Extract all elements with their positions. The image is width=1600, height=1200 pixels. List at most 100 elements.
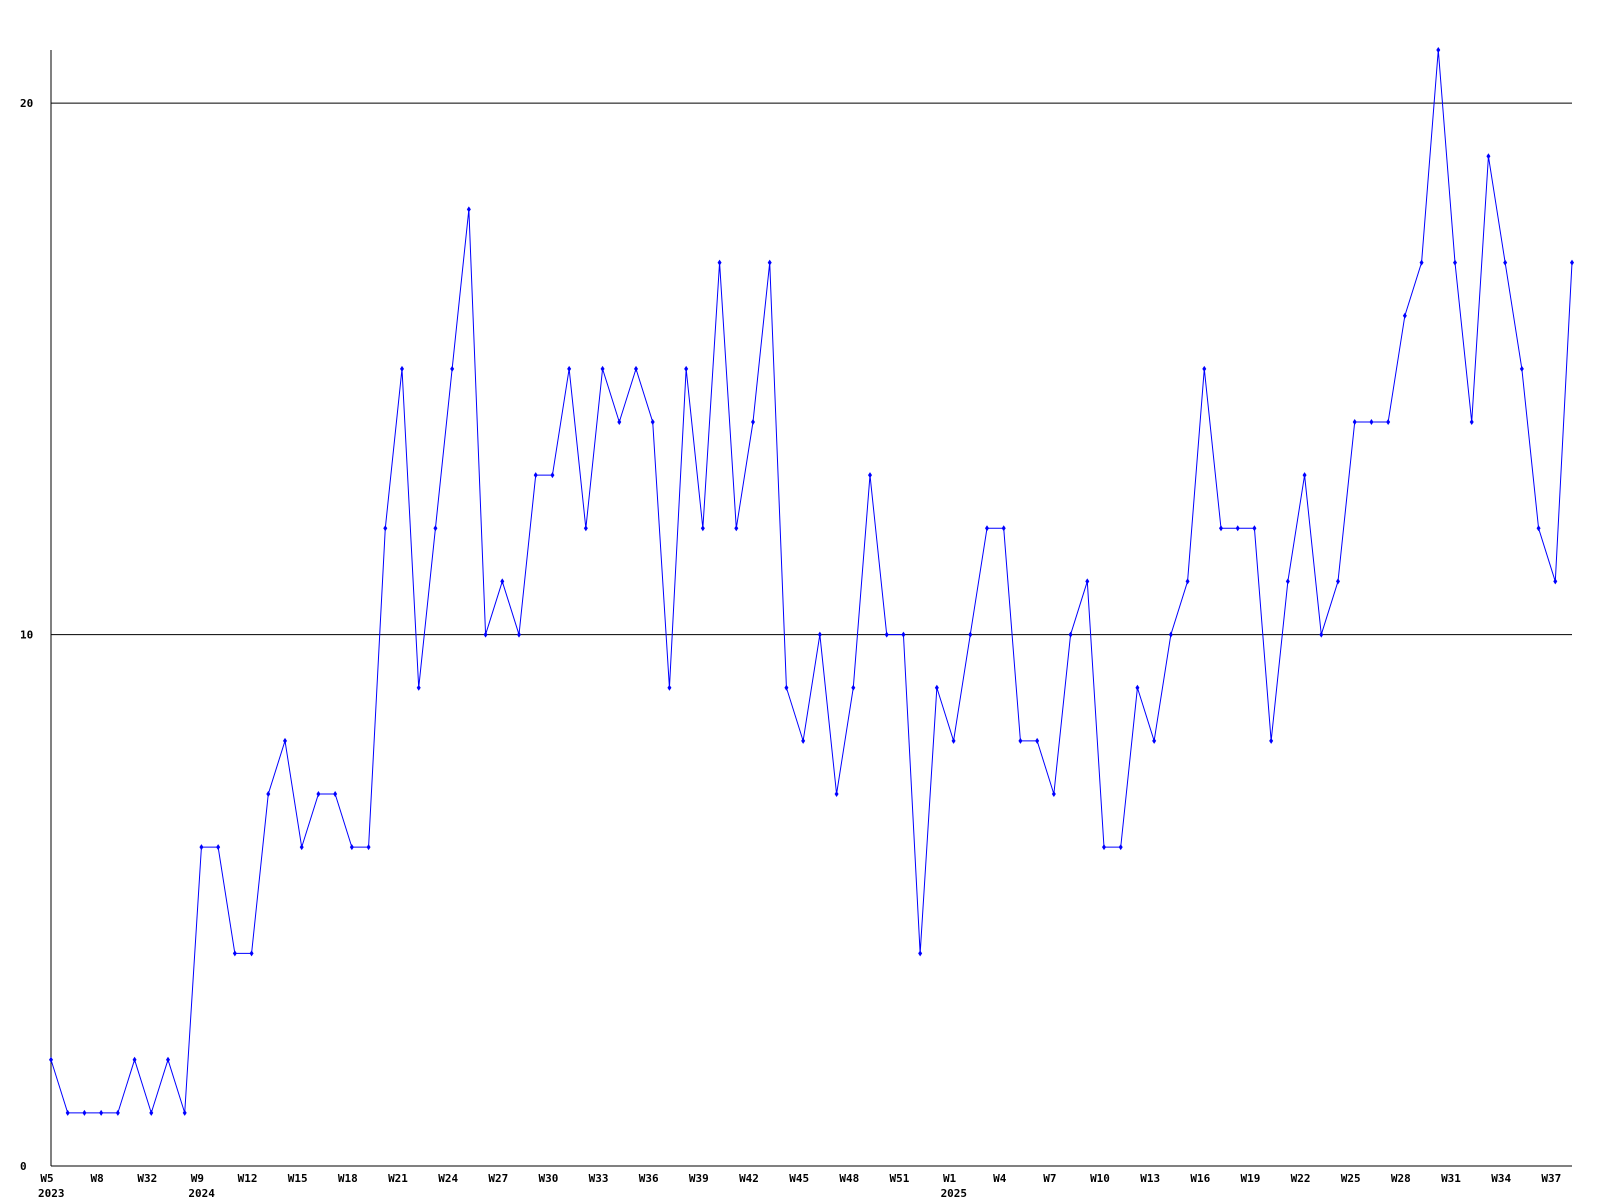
point (1202, 365, 1207, 372)
x-tick-label: W16 (1190, 1172, 1210, 1185)
point (249, 950, 254, 957)
point (65, 1109, 70, 1116)
point (1085, 578, 1090, 585)
point (266, 791, 271, 797)
point (550, 472, 555, 479)
y-tick-label: 20 (20, 97, 33, 110)
point (416, 684, 421, 691)
point (1068, 631, 1073, 638)
point (166, 1056, 170, 1063)
point (1352, 419, 1357, 425)
x-tick-label: W5 (40, 1172, 53, 1185)
year-label: 2025 (941, 1187, 968, 1200)
point (283, 737, 287, 744)
point (1235, 525, 1240, 532)
point (1152, 737, 1157, 744)
point (1269, 737, 1274, 744)
point (834, 791, 839, 797)
point (767, 259, 772, 266)
point (1285, 578, 1290, 585)
point (1252, 525, 1257, 532)
point (333, 791, 338, 797)
point (299, 844, 304, 851)
point (851, 684, 856, 691)
x-tick-label: W24 (438, 1172, 458, 1185)
x-tick-label: W42 (739, 1172, 759, 1185)
x-tick-label: W33 (589, 1172, 609, 1185)
point (1386, 419, 1391, 425)
x-tick-label: W25 (1341, 1172, 1361, 1185)
point (918, 950, 923, 957)
point (1469, 419, 1474, 425)
point (1369, 419, 1374, 425)
point (400, 365, 404, 372)
y-tick-label: 10 (20, 629, 33, 642)
point (1402, 312, 1407, 319)
x-tick-label: W7 (1043, 1172, 1056, 1185)
year-label: 2024 (188, 1187, 215, 1200)
point (533, 472, 538, 479)
point (1118, 844, 1123, 851)
point (1570, 259, 1574, 266)
point (1185, 578, 1190, 585)
x-tick-label: W8 (91, 1172, 104, 1185)
point (1102, 844, 1106, 851)
x-tick-label: W12 (238, 1172, 258, 1185)
x-tick-label: W32 (137, 1172, 157, 1185)
point (383, 525, 388, 532)
point (567, 365, 572, 372)
point (99, 1109, 104, 1116)
point (1168, 631, 1173, 638)
point (316, 791, 321, 797)
point (82, 1109, 87, 1116)
point (784, 684, 789, 691)
point (433, 525, 438, 532)
point (49, 1056, 53, 1063)
point (1419, 259, 1424, 266)
point (901, 631, 906, 638)
x-tick-label: W39 (689, 1172, 709, 1185)
point (868, 472, 872, 479)
point (366, 844, 371, 851)
point (884, 631, 889, 638)
point (650, 419, 655, 425)
point (951, 737, 956, 744)
point (600, 365, 605, 372)
point (817, 631, 822, 638)
point (801, 737, 806, 744)
point (1486, 153, 1491, 160)
x-tick-label: W36 (639, 1172, 659, 1185)
point (968, 631, 973, 638)
point (1553, 578, 1558, 585)
point (1219, 525, 1223, 532)
point (1503, 259, 1508, 266)
point (182, 1109, 187, 1116)
x-tick-label: W4 (993, 1172, 1007, 1185)
x-tick-label: W21 (388, 1172, 408, 1185)
x-tick-label: W13 (1140, 1172, 1160, 1185)
x-tick-label: W31 (1441, 1172, 1461, 1185)
x-tick-label: W19 (1240, 1172, 1260, 1185)
x-tick-label: W37 (1541, 1172, 1561, 1185)
x-tick-label: W18 (338, 1172, 358, 1185)
x-tick-label: W30 (538, 1172, 558, 1185)
x-tick-label: W15 (288, 1172, 308, 1185)
y-tick-label: 0 (20, 1160, 27, 1173)
point (1001, 525, 1006, 532)
point (700, 525, 705, 532)
point (1319, 631, 1324, 638)
point (483, 631, 488, 638)
x-tick-label: W9 (191, 1172, 204, 1185)
point (349, 844, 354, 851)
point (149, 1109, 154, 1116)
point (1536, 525, 1541, 532)
point (450, 365, 455, 372)
point (617, 419, 622, 425)
point (115, 1109, 120, 1116)
x-tick-label: W48 (839, 1172, 859, 1185)
point (1436, 47, 1441, 53)
point (751, 419, 755, 425)
x-tick-label: W10 (1090, 1172, 1110, 1185)
point (1018, 737, 1023, 744)
